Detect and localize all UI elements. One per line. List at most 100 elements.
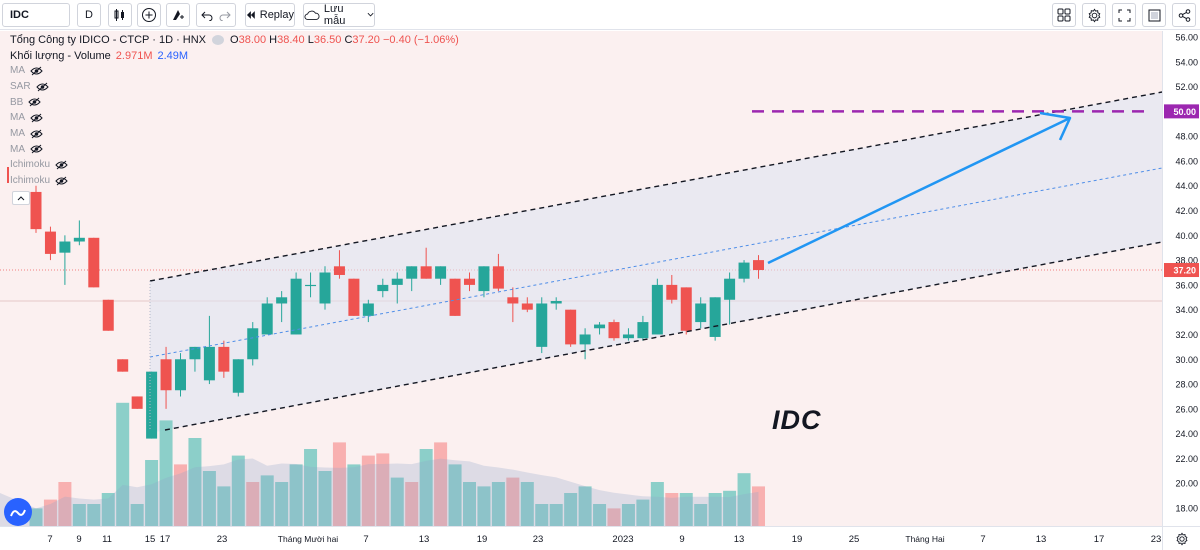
collapse-legend-button[interactable] xyxy=(12,191,30,205)
time-tick-label: 13 xyxy=(1036,534,1047,545)
indicator-row[interactable]: MA xyxy=(10,110,459,126)
last-price-label: 37.20 xyxy=(1173,266,1196,276)
price-tick-label: 36.00 xyxy=(1175,280,1198,290)
candle-style-button[interactable] xyxy=(108,3,132,27)
settings-button[interactable] xyxy=(1082,3,1106,27)
volume-bar xyxy=(405,482,419,526)
interval-button[interactable]: D xyxy=(77,3,101,27)
candle-body xyxy=(680,287,692,331)
eye-hidden-icon[interactable] xyxy=(35,82,49,92)
replay-button[interactable]: Replay xyxy=(245,3,295,27)
candle-body xyxy=(536,303,548,347)
channel-upper-line xyxy=(149,91,1162,282)
eye-hidden-icon[interactable] xyxy=(30,129,43,139)
axis-settings-corner[interactable] xyxy=(1162,526,1200,550)
volume-bar xyxy=(723,490,737,526)
indicator-row[interactable]: Ichimoku xyxy=(10,173,459,189)
time-tick-label: Tháng Mười hai xyxy=(278,534,339,544)
candle-body xyxy=(651,284,663,335)
volume-bar xyxy=(448,464,462,526)
drawings[interactable] xyxy=(149,91,1162,431)
time-tick-label: 19 xyxy=(477,534,488,545)
indicator-row[interactable]: BB xyxy=(10,94,459,110)
indicator-row[interactable]: MA xyxy=(10,141,459,157)
snapshot-button[interactable] xyxy=(1142,3,1166,27)
alert-icon xyxy=(173,10,184,20)
cloud-icon xyxy=(304,10,320,20)
indicators-button[interactable] xyxy=(137,3,161,27)
time-tick-label: 17 xyxy=(1094,534,1105,545)
indicator-row[interactable]: Ichimoku xyxy=(10,157,459,173)
eye-hidden-icon[interactable] xyxy=(30,144,43,154)
price-chart[interactable] xyxy=(0,31,1162,526)
candle xyxy=(406,266,418,292)
indicator-label: MA xyxy=(10,112,25,124)
candle xyxy=(59,235,71,285)
volume-bar xyxy=(174,464,187,526)
indicator-row[interactable]: SAR xyxy=(10,79,459,95)
share-button[interactable] xyxy=(1172,3,1196,27)
candle-body xyxy=(579,334,591,345)
eye-hidden-icon[interactable] xyxy=(28,97,42,107)
price-tick-label: 28.00 xyxy=(1175,380,1198,390)
symbol-search-button[interactable]: IDC xyxy=(2,3,70,27)
broker-logo[interactable] xyxy=(4,498,32,526)
candle-body xyxy=(449,278,461,316)
candle-body xyxy=(391,278,403,285)
volume-bar xyxy=(188,438,202,526)
price-tick-label: 30.00 xyxy=(1175,355,1198,365)
price-tick-label: 40.00 xyxy=(1175,231,1198,241)
target-price-badge-bg xyxy=(1164,104,1199,119)
time-axis[interactable]: 7 9 11 15 17 23 Tháng Mười hai 7 13 19 23 2023 9 13 19… xyxy=(0,526,1162,550)
volume-bar xyxy=(101,493,115,526)
undo-icon[interactable] xyxy=(201,9,213,21)
fullscreen-button[interactable] xyxy=(1112,3,1136,27)
price-tick-label: 24.00 xyxy=(1175,429,1198,439)
candle xyxy=(391,272,403,304)
channel-shading xyxy=(150,92,1162,433)
price-tick-label: 46.00 xyxy=(1175,156,1198,166)
volume-bar xyxy=(318,471,332,526)
candle-body xyxy=(88,237,100,288)
chart-annotation-text[interactable]: IDC xyxy=(772,405,822,435)
volume-bar xyxy=(621,504,635,526)
eye-hidden-icon[interactable] xyxy=(55,176,68,186)
price-axis[interactable]: 56.00 54.00 52.00 50.00 48.00 46.00 44.00 42.00… xyxy=(1162,31,1200,526)
indicator-marker xyxy=(7,167,9,183)
candle xyxy=(724,272,736,325)
forecast-arrow-head xyxy=(1039,111,1072,141)
eye-hidden-icon[interactable] xyxy=(30,66,43,76)
save-layout-button[interactable]: Lưu mẫu xyxy=(303,3,375,27)
volume-bar xyxy=(390,477,404,526)
candle-body xyxy=(608,322,620,339)
layout-button[interactable] xyxy=(1052,3,1076,27)
price-tick-label: 54.00 xyxy=(1175,57,1198,67)
redo-icon[interactable] xyxy=(219,9,231,21)
time-tick-label: 23 xyxy=(533,534,544,545)
candle-body xyxy=(348,278,360,316)
volume-bar xyxy=(607,508,621,526)
ohlc-values: O38.00 H38.40 L36.50 C37.20 −0.40 (−1.06… xyxy=(230,34,459,46)
candle xyxy=(30,185,42,233)
candle xyxy=(695,297,707,329)
eye-hidden-icon[interactable] xyxy=(30,113,43,123)
candle-body xyxy=(131,396,143,409)
alert-button[interactable] xyxy=(166,3,190,27)
indicator-row[interactable]: MA xyxy=(10,126,459,142)
chart-pane[interactable] xyxy=(0,31,1162,526)
volume-bar xyxy=(43,499,57,526)
candle xyxy=(348,278,360,316)
candle xyxy=(622,328,634,341)
volume-bar xyxy=(491,482,505,526)
price-tick-label: 32.00 xyxy=(1175,330,1198,340)
candle xyxy=(44,226,56,261)
indicator-row[interactable]: MA xyxy=(10,63,459,79)
eye-hidden-icon[interactable] xyxy=(55,160,68,170)
time-tick-label: Tháng Hai xyxy=(905,534,944,544)
candle xyxy=(247,322,259,366)
volume-bar xyxy=(361,455,375,526)
last-price-badge-bg xyxy=(1164,263,1199,278)
volume-bar xyxy=(304,449,318,526)
target-price-label: 50.00 xyxy=(1173,107,1196,117)
legend-title-row: Tổng Công ty IDICO - CTCP · 1D · HNX O38… xyxy=(10,33,459,47)
